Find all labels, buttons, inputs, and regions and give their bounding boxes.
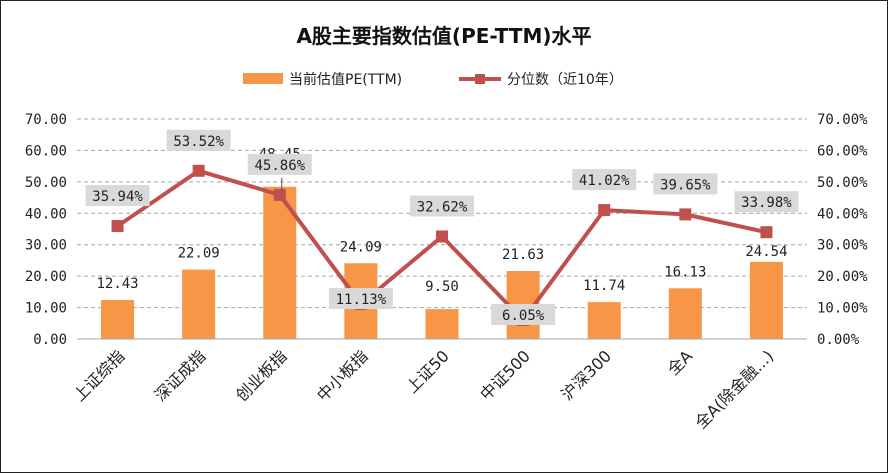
x-tick-label: 创业板指 (232, 346, 291, 405)
y-right-tick-label: 0.00% (817, 332, 860, 348)
y-left-tick-label: 30.00 (25, 238, 67, 254)
line-label-box (734, 191, 799, 213)
y-right-tick-label: 70.00% (817, 112, 868, 128)
line-point (760, 226, 773, 239)
line-data-label: 32.62% (410, 195, 474, 217)
line-data-label: 6.05% (491, 303, 556, 325)
line-label-text: 33.98% (741, 195, 792, 211)
y-right-tick-label: 50.00% (817, 175, 868, 191)
line-label-box (653, 173, 718, 195)
bar-data-label: 24.54 (745, 244, 787, 260)
bar (668, 288, 702, 339)
y-left-tick-label: 40.00 (25, 206, 67, 222)
legend-line-label: 分位数（近10年） (507, 72, 623, 88)
line-label-box (328, 288, 393, 310)
x-tick-label: 中小板指 (313, 346, 372, 405)
line-label-text: 41.02% (579, 173, 630, 189)
x-tick-label: 全A(除金融...) (691, 346, 777, 432)
legend-bar-swatch (243, 73, 283, 84)
y-left-tick-label: 70.00 (25, 112, 67, 128)
line-data-label: 41.02% (572, 169, 637, 191)
y-left-tick-label: 10.00 (25, 301, 67, 317)
line-label-box (572, 169, 637, 191)
bar (587, 302, 621, 339)
bar-data-label: 12.43 (96, 276, 138, 292)
bar-data-label: 16.13 (664, 264, 706, 280)
bar-data-label: 24.09 (340, 239, 382, 255)
bar-data-label: 11.74 (583, 278, 625, 294)
line-point (679, 208, 692, 221)
line-label-box (491, 303, 556, 325)
line-data-label: 45.86% (247, 153, 312, 175)
x-tick-label: 中证500 (476, 346, 534, 404)
y-left-tick-label: 0.00 (33, 332, 67, 348)
line-point (598, 204, 611, 217)
line-data-label: 11.13% (328, 288, 393, 310)
line-label-box (410, 195, 474, 217)
x-tick-label: 上证50 (402, 346, 452, 396)
line-data-labels: 35.94% 53.52% 45.86% 11.13% 32.62% 6.05% 41.02… (85, 129, 799, 325)
y-axis-left: 0.00 10.00 20.00 30.00 40.00 50.00 60.00 70.00 (25, 112, 67, 348)
bar-data-label: 21.63 (502, 247, 544, 263)
legend-bar-label: 当前估值PE(TTM) (289, 71, 402, 88)
line-data-label: 35.94% (85, 185, 150, 207)
line-point (273, 188, 286, 201)
line-label-text: 32.62% (417, 199, 468, 215)
y-right-tick-label: 30.00% (817, 238, 868, 254)
line-data-label: 33.98% (734, 191, 799, 213)
x-axis: 上证综指 深证成指 创业板指 中小板指 上证50 中证500 沪深300 全A全A(除金融..… (70, 338, 807, 432)
line-label-text: 45.86% (254, 158, 305, 174)
y-left-tick-label: 60.00 (25, 143, 67, 159)
y-right-tick-label: 10.00% (817, 301, 868, 317)
y-left-tick-label: 50.00 (25, 175, 67, 191)
line-label-box (166, 129, 231, 151)
line-label-box (85, 185, 150, 207)
line-data-label: 39.65% (653, 173, 718, 195)
x-tick-label: 沪深300 (557, 346, 615, 404)
line-point (111, 220, 124, 233)
line-label-box (247, 153, 312, 175)
line-point (436, 230, 448, 243)
legend-line-marker (475, 74, 485, 84)
x-tick-label: 全A (664, 346, 697, 379)
line-data-label: 53.52% (166, 129, 231, 151)
legend: 当前估值PE(TTM) 分位数（近10年） (243, 71, 623, 88)
line-label-text: 35.94% (92, 189, 143, 205)
y-right-tick-label: 20.00% (817, 269, 868, 285)
bar (101, 299, 135, 339)
y-right-tick-label: 40.00% (817, 206, 868, 222)
bar-data-label: 22.09 (178, 246, 220, 262)
y-right-tick-label: 60.00% (817, 143, 868, 159)
chart-title: A股主要指数估值(PE-TTM)水平 (296, 24, 591, 48)
bar (182, 269, 216, 339)
line-point (192, 164, 205, 177)
bar (749, 261, 783, 339)
bar (425, 309, 459, 339)
y-axis-right: 0.00% 10.00% 20.00% 30.00% 40.00% 50.00% 60.00… (817, 112, 868, 348)
x-tick-label: 深证成指 (151, 346, 210, 405)
line-label-text: 6.05% (502, 308, 545, 324)
line-label-text: 39.65% (660, 177, 711, 193)
line-label-text: 11.13% (336, 292, 387, 308)
x-tick-label: 上证综指 (70, 346, 129, 405)
bar-data-label: 9.50 (425, 279, 459, 295)
line-label-text: 53.52% (173, 134, 224, 150)
y-left-tick-label: 20.00 (25, 269, 67, 285)
